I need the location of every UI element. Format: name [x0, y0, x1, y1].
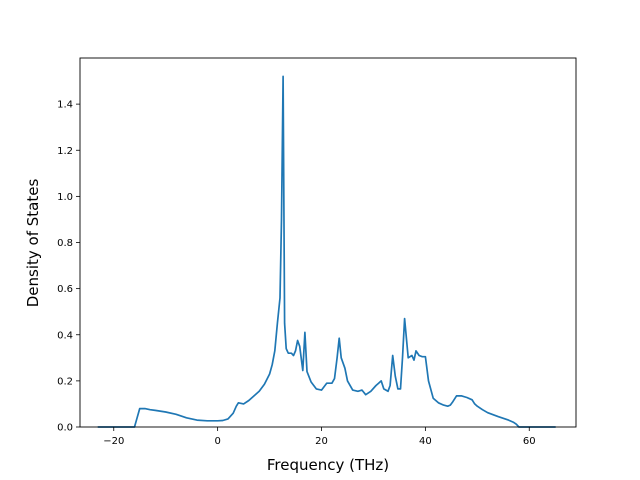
x-tick-label: 20	[315, 436, 328, 447]
y-tick-label: 1.4	[57, 100, 73, 111]
y-tick-label: 0.6	[57, 284, 73, 295]
plot-area	[97, 75, 557, 428]
x-tick-label: −20	[103, 436, 124, 447]
y-tick-label: 0.0	[57, 423, 73, 434]
y-axis-label: Density of States	[24, 179, 42, 308]
x-tick-label: 60	[523, 436, 536, 447]
axes-frame	[79, 57, 577, 428]
dos-series-line	[97, 75, 557, 428]
x-tick-label: 0	[214, 436, 220, 447]
x-tick-label: 40	[419, 436, 432, 447]
y-tick-label: 1.2	[57, 146, 73, 157]
x-axis-ticks: −20 0 20 40 60	[103, 427, 536, 447]
y-axis-ticks: 0.0 0.2 0.4 0.6 0.8 1.0 1.2 1.4	[57, 100, 80, 434]
y-tick-label: 0.2	[57, 376, 73, 387]
x-axis-label: Frequency (THz)	[267, 456, 389, 474]
y-tick-label: 0.8	[57, 238, 73, 249]
y-tick-label: 1.0	[57, 192, 73, 203]
y-tick-label: 0.4	[57, 330, 73, 341]
